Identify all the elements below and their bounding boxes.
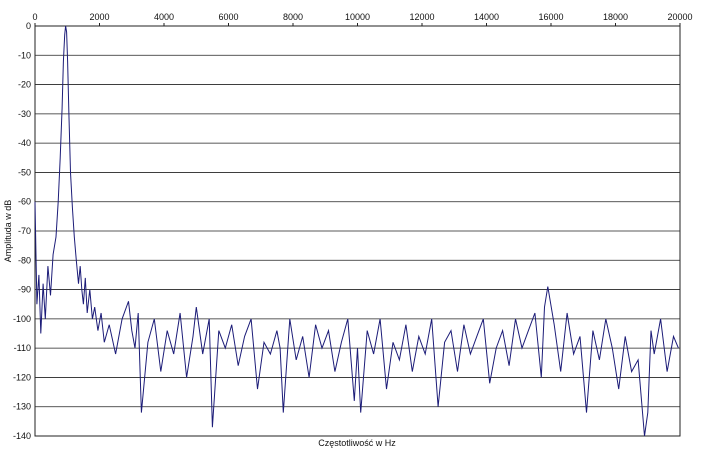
grid-lines — [35, 25, 680, 437]
x-tick-label: 10000 — [345, 12, 370, 22]
x-tick-label: 20000 — [667, 12, 692, 22]
y-tick-label: -20 — [18, 80, 31, 90]
y-tick-label: -70 — [18, 226, 31, 236]
y-tick-label: -140 — [13, 431, 31, 441]
y-tick-label: 0 — [26, 21, 31, 31]
y-tick-label: -40 — [18, 138, 31, 148]
x-tick-label: 4000 — [154, 12, 174, 22]
amplitude-series-line — [34, 25, 679, 437]
y-tick-label: -10 — [18, 50, 31, 60]
x-axis-title: Częstotliwość w Hz — [318, 438, 396, 448]
y-tick-label: -90 — [18, 285, 31, 295]
y-tick-label: -30 — [18, 109, 31, 119]
y-tick-label: -100 — [13, 314, 31, 324]
x-tick-label: 6000 — [218, 12, 238, 22]
y-axis-title: Amplituda w dB — [3, 200, 13, 263]
y-tick-label: -60 — [18, 197, 31, 207]
y-tick-label: -120 — [13, 372, 31, 382]
x-tick-label: 18000 — [603, 12, 628, 22]
x-tick-label: 2000 — [89, 12, 109, 22]
y-tick-label: -110 — [14, 343, 31, 353]
x-tick-label: 0 — [32, 12, 37, 22]
y-tick-label: -80 — [18, 255, 31, 265]
x-tick-label: 16000 — [538, 12, 563, 22]
y-tick-label: -50 — [18, 167, 31, 177]
x-tick-label: 12000 — [409, 12, 434, 22]
x-tick-label: 14000 — [474, 12, 499, 22]
y-tick-label: -130 — [13, 402, 31, 412]
x-tick-label: 8000 — [283, 12, 303, 22]
x-tick-labels: 0 2000 4000 6000 8000 10000 12000 14000 16000 180… — [32, 12, 693, 26]
y-tick-labels: 0 -10 -20 -30 -40 -50 -60 -70 -80 -90 -100 -110 -120… — [13, 21, 31, 441]
